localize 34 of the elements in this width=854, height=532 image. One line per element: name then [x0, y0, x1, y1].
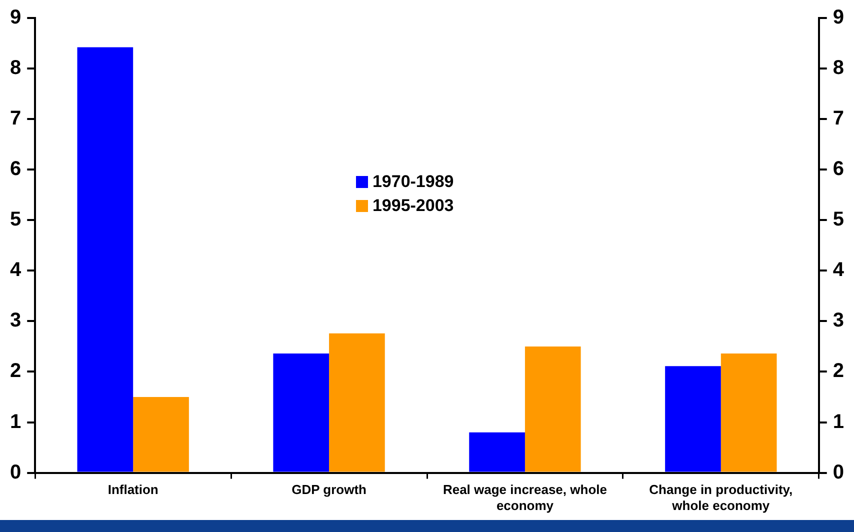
y-tick-label: 1	[10, 410, 22, 433]
y2-tick-label: 5	[832, 208, 844, 231]
x-tick-label: Inflation	[108, 482, 158, 498]
bar	[329, 333, 385, 472]
legend-label: 1970-1989	[372, 172, 454, 192]
bar	[665, 366, 721, 472]
y-tick-label: 4	[10, 259, 22, 282]
y2-tick-label: 8	[832, 57, 844, 80]
x-tick-label: GDP growth	[292, 482, 367, 498]
bar	[720, 354, 777, 472]
y2-tick-label: 0	[832, 461, 844, 484]
y-tick-label: 3	[10, 310, 22, 332]
y2-tick-label: 3	[832, 310, 844, 332]
y-tick-label: 0	[10, 461, 22, 484]
bar	[524, 346, 581, 472]
x-tick-label: Change in productivity, whole economy	[649, 482, 793, 513]
y2-tick-label: 9	[832, 6, 844, 29]
y-tick-label: 8	[10, 57, 22, 80]
y2-tick-label: 6	[832, 158, 844, 180]
y-tick-label: 2	[10, 360, 22, 382]
legend-label: 1995-2003	[372, 196, 454, 216]
bar	[273, 354, 330, 472]
y-tick-label: 5	[10, 208, 22, 231]
bar	[133, 397, 189, 472]
y2-tick-label: 2	[832, 360, 844, 382]
y2-tick-label: 1	[832, 410, 844, 433]
y2-tick-label: 7	[832, 108, 844, 130]
y-tick-label: 9	[10, 6, 22, 29]
bar	[469, 432, 525, 472]
bar	[77, 47, 134, 472]
y-tick-label: 6	[10, 158, 22, 180]
y-tick-label: 7	[10, 108, 22, 130]
x-tick-label: Real wage increase, whole economy	[442, 482, 607, 513]
y2-tick-label: 4	[832, 259, 845, 282]
